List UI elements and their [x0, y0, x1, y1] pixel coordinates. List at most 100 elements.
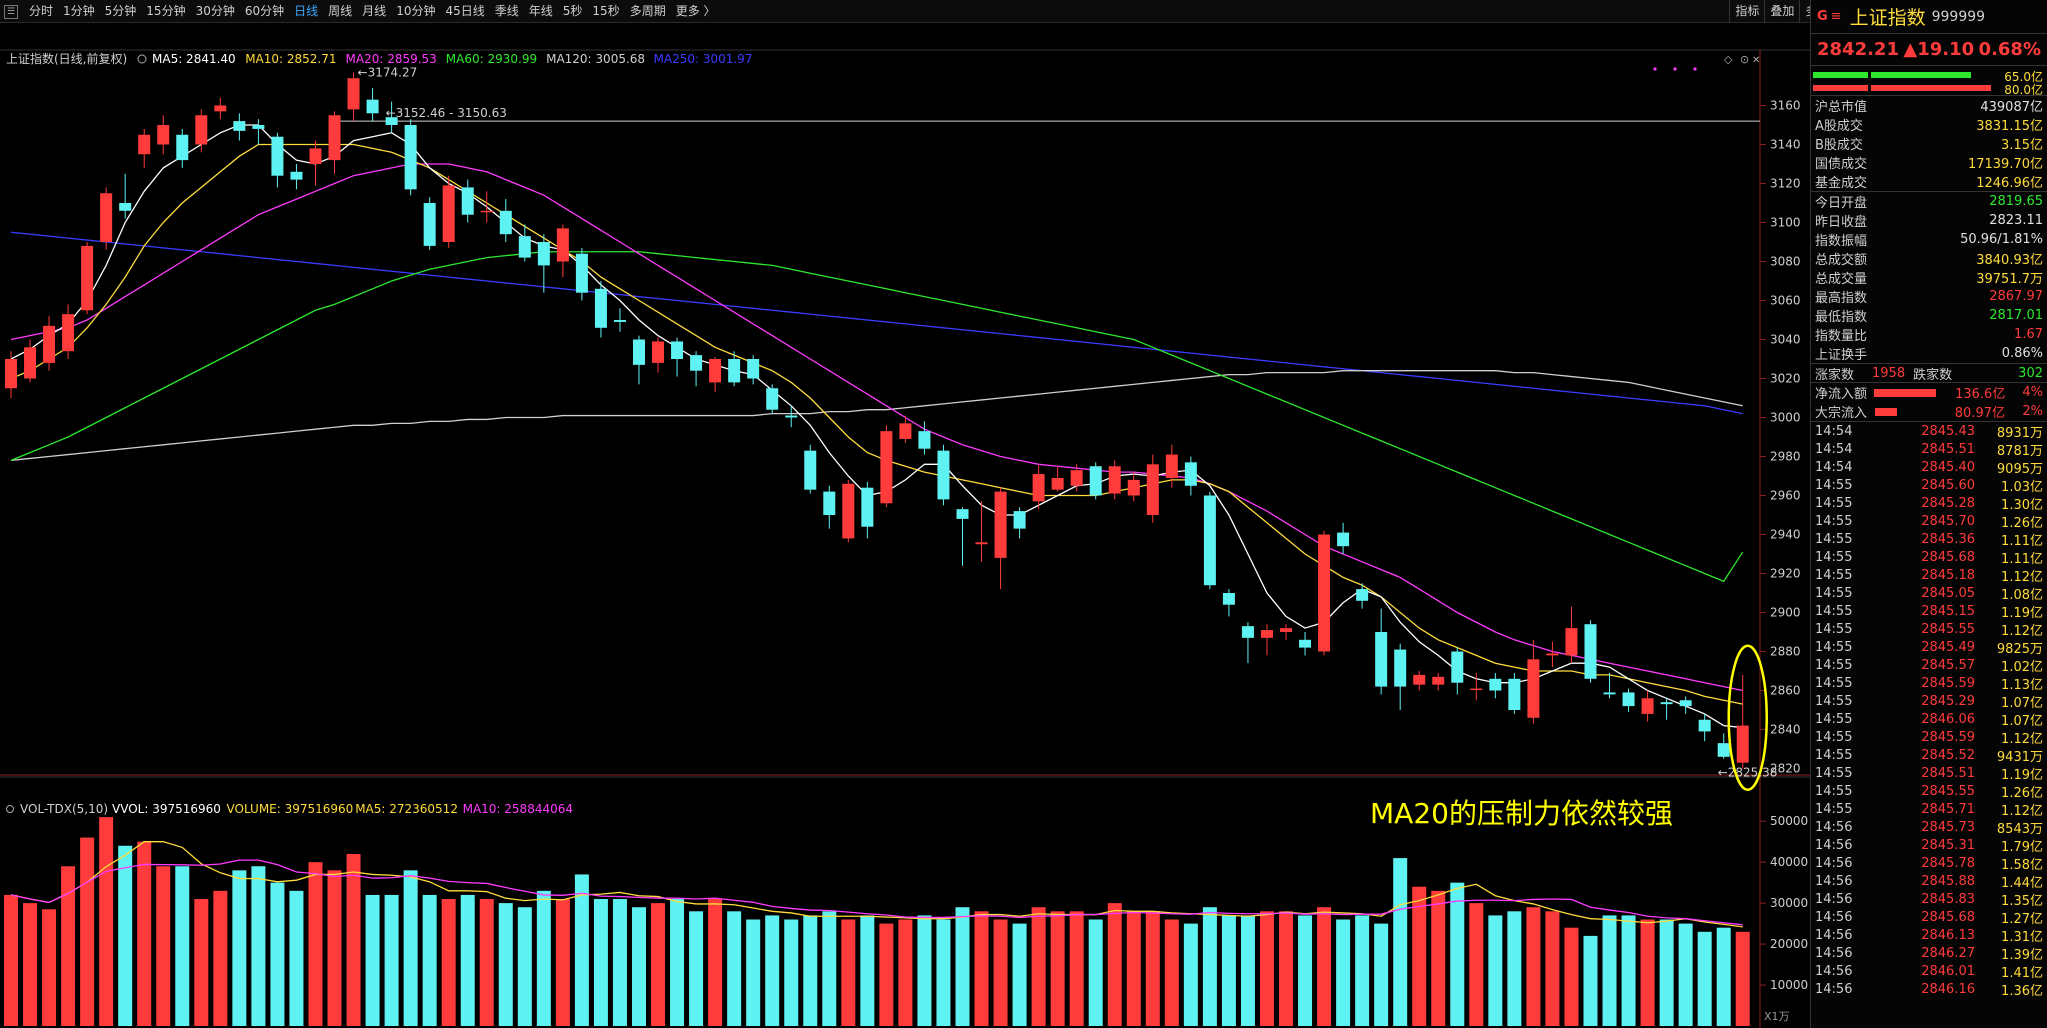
- period-tab[interactable]: 5秒: [562, 4, 583, 18]
- tick-row: 14:55 2845.70 1.26亿: [1811, 512, 2047, 531]
- flow-amount: 136.6亿: [1955, 387, 2006, 402]
- g-icon[interactable]: G: [1817, 9, 1828, 24]
- tick-time: 14:55: [1815, 603, 1853, 619]
- flow-bar: [1871, 72, 1971, 78]
- period-tab[interactable]: 60分钟: [244, 4, 285, 18]
- candle-body: [1299, 639, 1312, 648]
- price-tick-label: 3020: [1770, 372, 1801, 386]
- candle-body: [804, 450, 817, 490]
- tick-price: 2845.52: [1921, 747, 1975, 763]
- candle-body: [499, 210, 512, 235]
- period-tab[interactable]: 10分钟: [396, 4, 436, 18]
- tick-row: 14:54 2845.51 8781万: [1811, 440, 2047, 459]
- tick-time: 14:54: [1815, 459, 1853, 475]
- candle-body: [404, 125, 417, 190]
- period-tab[interactable]: 30分钟: [195, 4, 235, 18]
- tick-time: 14:55: [1815, 639, 1853, 655]
- candle-body: [157, 125, 170, 145]
- flow-label: 大宗流入: [1815, 406, 1868, 421]
- tick-volume: 1.31亿: [2001, 929, 2043, 945]
- volume-bar: [1202, 907, 1217, 1026]
- volume-bar: [803, 915, 818, 1026]
- volume-bar: [1126, 911, 1141, 1026]
- period-tab[interactable]: 日线: [294, 4, 319, 18]
- period-tab[interactable]: 年线: [528, 4, 553, 18]
- ma-label: MA120: 3005.68: [546, 52, 645, 66]
- tick-volume: 1.41亿: [2001, 965, 2043, 981]
- period-tab[interactable]: 周线: [328, 4, 353, 18]
- price-tick-label: 3160: [1770, 99, 1801, 113]
- volume-bar: [1640, 919, 1655, 1026]
- price-tick-label: 3140: [1770, 138, 1801, 152]
- period-tab[interactable]: 月线: [362, 4, 387, 18]
- list-icon[interactable]: ≡: [1830, 9, 1842, 24]
- price-change: ▲19.10: [1903, 39, 1975, 60]
- ma10-line: [10, 143, 1743, 705]
- period-tab[interactable]: 45日线: [445, 4, 485, 18]
- flow-label: 净流入额: [1815, 387, 1868, 402]
- period-tab[interactable]: 多周期: [629, 4, 666, 18]
- candle-body: [823, 491, 836, 515]
- toolbar-button[interactable]: 指标: [1729, 0, 1764, 23]
- candle-body: [994, 491, 1007, 558]
- stat-label: 最高指数: [1815, 291, 1868, 306]
- volume-bar: [1659, 919, 1674, 1026]
- candle-body: [461, 187, 474, 215]
- tick-price: 2845.28: [1921, 495, 1975, 511]
- candle-body: [62, 314, 75, 352]
- tick-volume: 1.11亿: [2001, 533, 2043, 549]
- tick-price: 2845.51: [1921, 441, 1975, 457]
- tick-price: 2845.31: [1921, 837, 1975, 853]
- tick-price: 2845.55: [1921, 621, 1975, 637]
- stat-row: 上证换手 0.86%: [1811, 344, 2047, 363]
- stat-label: 最低指数: [1815, 310, 1868, 325]
- tick-row: 14:56 2846.01 1.41亿: [1811, 962, 2047, 981]
- volume-bar: [841, 919, 856, 1026]
- tick-row: 14:55 2845.57 1.02亿: [1811, 656, 2047, 675]
- price-tick-label: 3060: [1770, 294, 1801, 308]
- candle-body: [1089, 466, 1102, 496]
- tick-time: 14:55: [1815, 477, 1853, 493]
- period-tab[interactable]: 分时: [29, 4, 54, 18]
- tick-volume: 1.79亿: [2001, 839, 2043, 855]
- candle-body: [1698, 719, 1711, 732]
- tick-volume: 8781万: [1996, 443, 2043, 459]
- volume-tick-label: 50000: [1770, 814, 1808, 828]
- tick-time: 14:56: [1815, 927, 1853, 943]
- tick-volume: 9431万: [1996, 749, 2043, 765]
- tick-time: 14:55: [1815, 747, 1853, 763]
- tick-time: 14:55: [1815, 621, 1853, 637]
- period-tab[interactable]: 1分钟: [63, 4, 95, 18]
- high-label: ←3174.27: [358, 65, 418, 79]
- tick-time: 14:56: [1815, 963, 1853, 979]
- period-tab[interactable]: 15秒: [592, 4, 620, 18]
- period-tab[interactable]: 更多 〉: [675, 4, 716, 18]
- toolbar-button[interactable]: 叠加: [1764, 0, 1799, 23]
- volume-bar: [1393, 858, 1408, 1026]
- period-tab[interactable]: 15分钟: [146, 4, 186, 18]
- tick-price: 2845.68: [1921, 909, 1975, 925]
- volume-label: VOLUME: 397516960: [227, 802, 354, 816]
- down-count-label: 跌家数: [1913, 367, 1953, 383]
- candle-body: [1203, 495, 1216, 586]
- volume-bar: [118, 845, 133, 1026]
- tick-list[interactable]: 14:54 2845.43 8931万 14:54 2845.51 8781万 14:54 2…: [1811, 422, 2047, 999]
- period-tab[interactable]: 季线: [494, 4, 519, 18]
- tick-price: 2845.49: [1921, 639, 1975, 655]
- ma120-line: [10, 370, 1743, 462]
- menu-icon[interactable]: ☰: [4, 4, 18, 19]
- candle-body: [81, 245, 94, 311]
- kline-chart[interactable]: 3160 3140 3120 3100 3080 3060 3040 3020 3000 2980…: [0, 23, 1810, 1028]
- tick-price: 2845.83: [1921, 891, 1975, 907]
- tick-volume: 1.03亿: [2001, 479, 2043, 495]
- tick-row: 14:56 2845.78 1.58亿: [1811, 854, 2047, 873]
- candle-body: [1451, 651, 1464, 683]
- tick-price: 2845.57: [1921, 657, 1975, 673]
- stat-value: 439087亿: [1980, 100, 2043, 115]
- tick-row: 14:55 2845.59 1.12亿: [1811, 728, 2047, 747]
- tick-time: 14:56: [1815, 909, 1853, 925]
- period-tab[interactable]: 5分钟: [104, 4, 137, 18]
- tick-time: 14:55: [1815, 711, 1853, 727]
- volume-bar: [308, 862, 323, 1026]
- volume-bar: [689, 911, 704, 1026]
